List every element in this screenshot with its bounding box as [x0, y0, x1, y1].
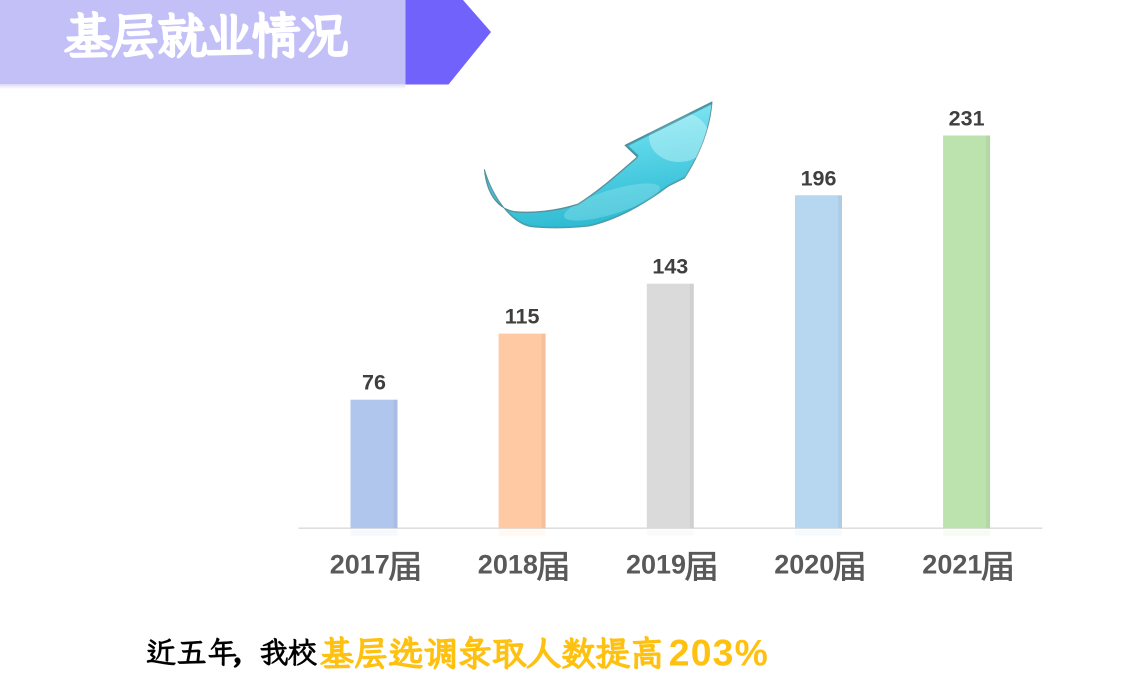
- svg-text:2018: 2018: [478, 549, 538, 579]
- svg-text:143: 143: [652, 255, 688, 279]
- svg-text:2017: 2017: [330, 549, 390, 579]
- svg-text:196: 196: [801, 166, 837, 190]
- svg-text:2019: 2019: [626, 549, 686, 579]
- svg-text:203%: 203%: [669, 632, 769, 674]
- svg-text:2020: 2020: [774, 549, 834, 579]
- svg-text:231: 231: [949, 107, 985, 131]
- svg-text:115: 115: [505, 305, 540, 329]
- svg-text:76: 76: [362, 371, 386, 395]
- svg-text:2021: 2021: [922, 549, 982, 579]
